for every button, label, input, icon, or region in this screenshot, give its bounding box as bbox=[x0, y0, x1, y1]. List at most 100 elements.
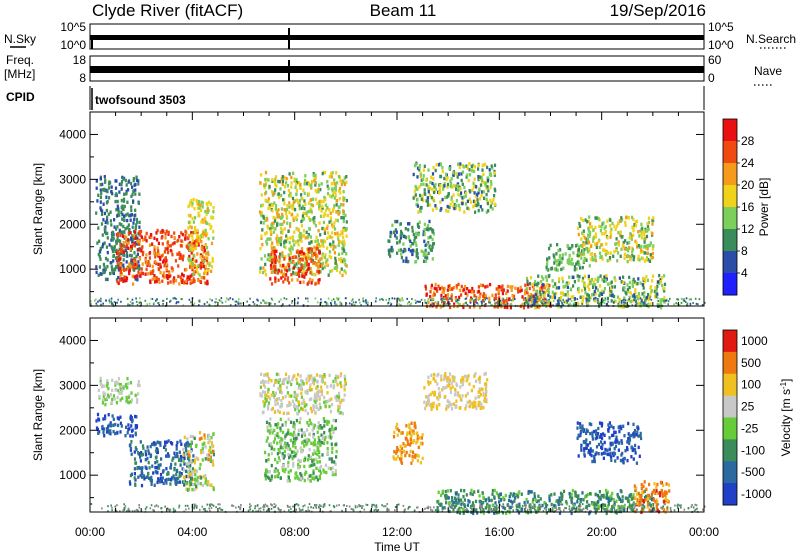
data-cell bbox=[166, 454, 169, 458]
data-cell bbox=[330, 175, 333, 179]
ground-cell bbox=[561, 301, 563, 304]
data-cell bbox=[183, 435, 186, 439]
data-cell bbox=[318, 426, 321, 430]
data-cell bbox=[324, 213, 327, 217]
data-cell bbox=[311, 261, 315, 265]
data-cell bbox=[411, 225, 414, 230]
data-cell bbox=[176, 440, 179, 445]
data-cell bbox=[392, 455, 395, 459]
data-cell bbox=[471, 290, 474, 294]
data-cell bbox=[311, 377, 314, 381]
data-cell bbox=[155, 279, 158, 284]
data-cell bbox=[396, 241, 399, 245]
ground-cell bbox=[339, 304, 342, 306]
data-cell bbox=[100, 212, 104, 216]
data-cell bbox=[603, 248, 606, 253]
data-cell bbox=[291, 433, 294, 437]
data-cell bbox=[170, 462, 173, 467]
data-cell bbox=[305, 269, 308, 273]
data-cell bbox=[582, 233, 585, 238]
ground-cell bbox=[408, 301, 410, 303]
data-cell bbox=[313, 221, 316, 225]
data-cell bbox=[473, 203, 476, 207]
data-cell bbox=[114, 422, 117, 427]
data-cell bbox=[423, 164, 426, 168]
data-cell bbox=[260, 394, 264, 398]
ground-cell bbox=[224, 300, 227, 303]
data-cell bbox=[117, 207, 120, 211]
ground-cell bbox=[157, 302, 159, 304]
data-cell bbox=[115, 380, 118, 384]
data-cell bbox=[295, 271, 298, 275]
data-cell bbox=[272, 383, 276, 387]
data-cell bbox=[134, 236, 137, 240]
data-cell bbox=[465, 164, 468, 168]
data-cell bbox=[310, 374, 313, 378]
data-cell bbox=[100, 272, 103, 276]
data-cell bbox=[288, 394, 291, 398]
data-cell bbox=[326, 452, 329, 456]
data-cell bbox=[431, 230, 434, 234]
ground-cell bbox=[385, 298, 387, 301]
data-cell bbox=[264, 396, 267, 400]
data-cell bbox=[204, 231, 207, 235]
data-cell bbox=[457, 162, 460, 166]
data-cell bbox=[328, 435, 332, 439]
data-cell bbox=[181, 272, 184, 276]
data-cell bbox=[134, 414, 137, 419]
data-cell bbox=[189, 482, 192, 486]
data-cell bbox=[274, 467, 277, 471]
data-cell bbox=[318, 203, 321, 208]
data-cell bbox=[259, 220, 263, 225]
data-cell bbox=[284, 434, 287, 438]
data-cell bbox=[306, 388, 309, 393]
data-cell bbox=[115, 192, 118, 196]
data-cell bbox=[264, 183, 267, 187]
data-cell bbox=[145, 267, 148, 271]
data-cell bbox=[572, 251, 575, 255]
ground-cell bbox=[573, 302, 576, 305]
ground-cell bbox=[692, 302, 694, 304]
data-cell bbox=[300, 193, 303, 197]
ground-cell bbox=[131, 304, 134, 307]
data-cell bbox=[313, 423, 316, 428]
data-cell bbox=[265, 420, 269, 425]
data-cell bbox=[281, 251, 284, 255]
ground-cell bbox=[658, 303, 661, 306]
data-cell bbox=[128, 480, 131, 484]
data-cell bbox=[144, 272, 147, 276]
data-cell bbox=[331, 236, 334, 240]
data-cell bbox=[317, 468, 321, 472]
data-cell bbox=[524, 283, 527, 287]
data-cell bbox=[272, 391, 275, 395]
ground-cell bbox=[439, 304, 442, 307]
data-cell bbox=[537, 305, 540, 309]
data-cell bbox=[137, 380, 140, 384]
data-cell bbox=[455, 203, 458, 208]
ground-cell bbox=[455, 298, 458, 301]
ground-cell bbox=[232, 298, 234, 301]
ground-cell bbox=[270, 297, 273, 300]
data-cell bbox=[593, 289, 596, 294]
data-cell bbox=[338, 398, 341, 403]
ground-cell bbox=[166, 297, 168, 300]
data-cell bbox=[632, 217, 635, 222]
data-cell bbox=[644, 279, 647, 283]
data-cell bbox=[306, 234, 310, 239]
data-cell bbox=[269, 254, 272, 259]
ground-cell bbox=[339, 301, 341, 304]
data-cell bbox=[205, 212, 208, 216]
data-cell bbox=[533, 295, 536, 299]
data-cell bbox=[314, 451, 317, 455]
data-cell bbox=[500, 304, 503, 309]
data-cell bbox=[167, 232, 170, 236]
data-cell bbox=[484, 393, 488, 397]
data-cell bbox=[413, 439, 416, 443]
data-cell bbox=[99, 206, 102, 210]
data-cell bbox=[605, 242, 608, 246]
data-cell bbox=[199, 462, 202, 467]
data-cell bbox=[332, 430, 335, 435]
data-cell bbox=[272, 230, 275, 234]
data-cell bbox=[116, 261, 119, 265]
data-cell bbox=[395, 230, 398, 234]
